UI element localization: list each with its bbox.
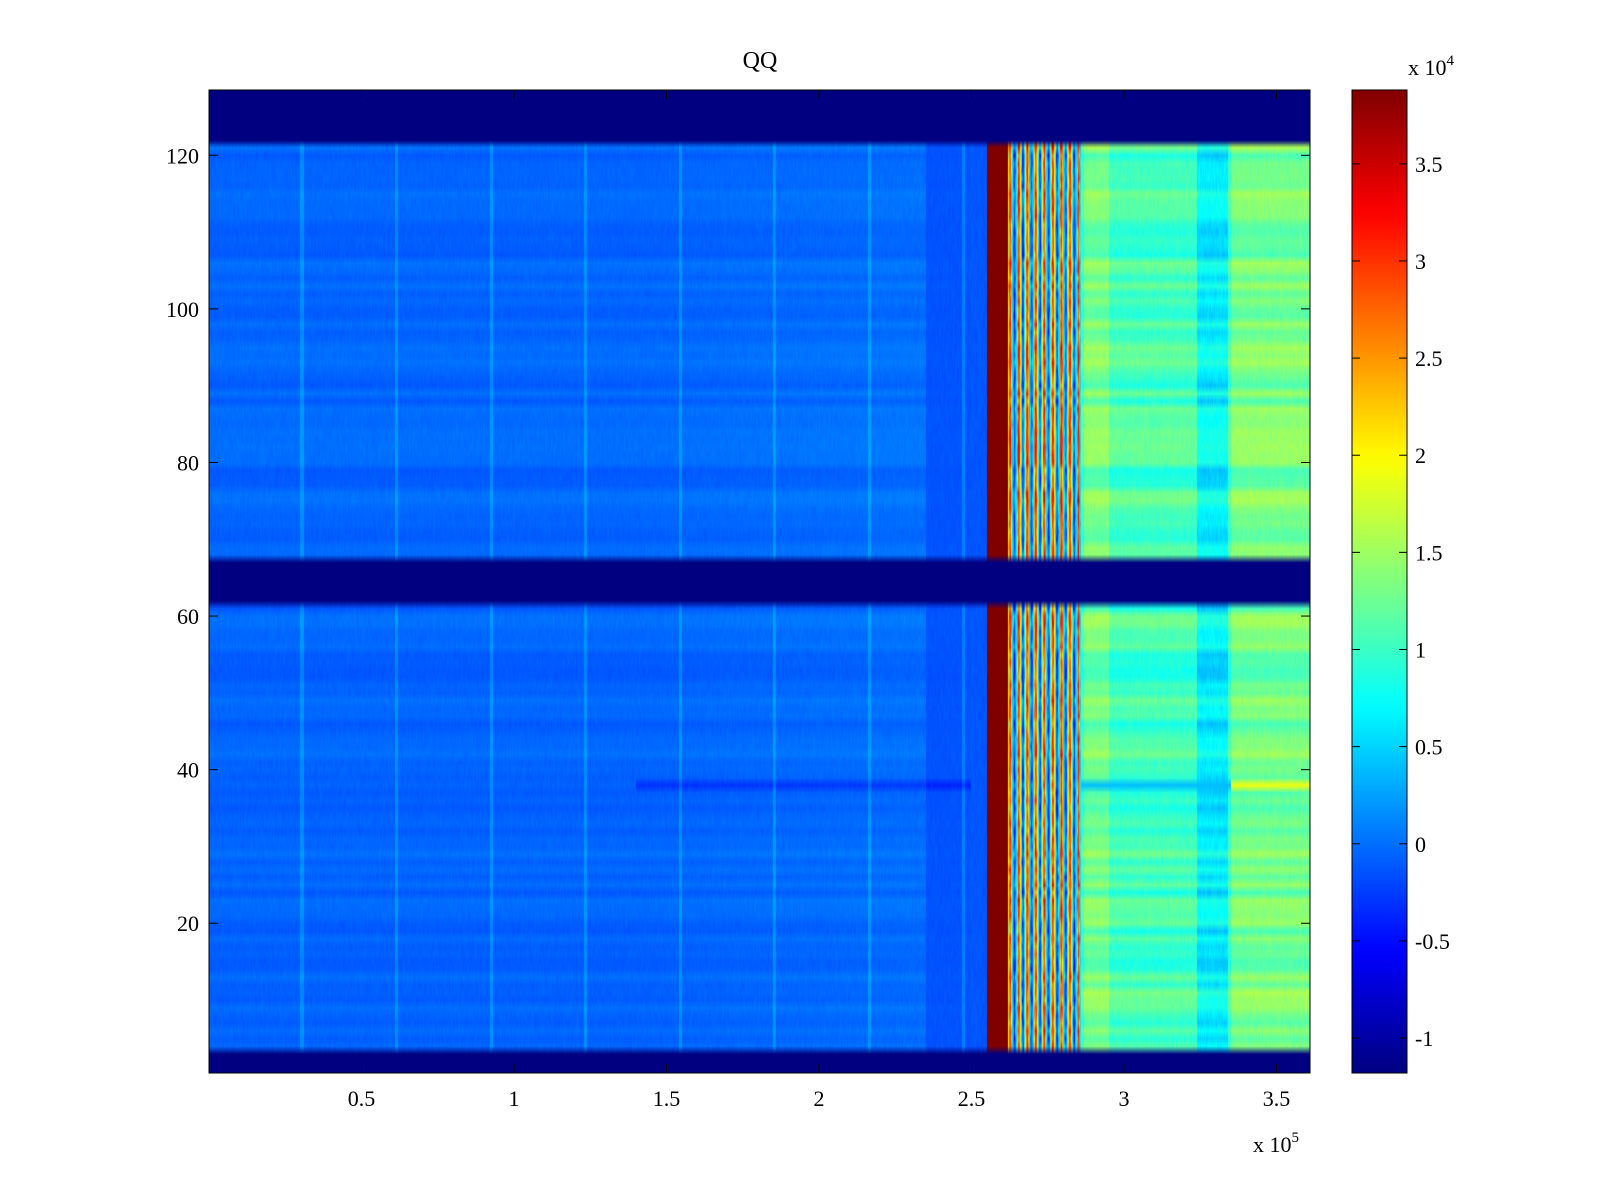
x-tick-label: 3 <box>1118 1086 1129 1111</box>
colorbar-tick-label: -1 <box>1415 1026 1433 1051</box>
y-tick-label: 40 <box>177 758 199 783</box>
colorbar-exponent: x 104 <box>1408 53 1455 80</box>
colorbar-tick-label: 3 <box>1415 249 1426 274</box>
x-axis-ticks: 0.5 1 1.5 2 2.5 3 3.5 <box>348 90 1290 1111</box>
colorbar-tick-label: 2 <box>1415 443 1426 468</box>
x-tick-label: 1.5 <box>653 1086 681 1111</box>
colorbar-gradient <box>1352 90 1407 1073</box>
y-axis-ticks: 20 40 60 80 100 120 <box>166 143 1310 936</box>
colorbar-tick-label: 0 <box>1415 832 1426 857</box>
colorbar-ticks: -1 -0.5 0 0.5 1 1.5 2 2.5 3 3.5 <box>1352 152 1450 1051</box>
chart-title: QQ <box>743 48 778 74</box>
x-tick-label: 0.5 <box>348 1086 376 1111</box>
colorbar-exponent-power: 4 <box>1447 53 1455 69</box>
colorbar-tick-label: 0.5 <box>1415 735 1443 760</box>
x-exponent-base: x 10 <box>1253 1132 1292 1157</box>
x-tick-label: 2 <box>813 1086 824 1111</box>
x-tick-label: 1 <box>508 1086 519 1111</box>
y-tick-label: 100 <box>166 297 199 322</box>
colorbar: -1 -0.5 0 0.5 1 1.5 2 2.5 3 3.5 <box>1351 89 1450 1074</box>
colorbar-tick-label: 2.5 <box>1415 346 1443 371</box>
x-axis-exponent: x 105 <box>1253 1130 1299 1157</box>
colorbar-tick-label: 1.5 <box>1415 540 1443 565</box>
y-tick-label: 80 <box>177 450 199 475</box>
y-tick-label: 20 <box>177 911 199 936</box>
x-tick-label: 2.5 <box>958 1086 986 1111</box>
plot-frame <box>208 89 1311 1074</box>
colorbar-exponent-base: x 10 <box>1408 55 1447 80</box>
colorbar-tick-label: -0.5 <box>1415 929 1450 954</box>
colorbar-frame <box>1351 89 1408 1074</box>
heatmap-image <box>209 90 1310 1073</box>
y-tick-label: 120 <box>166 143 199 168</box>
y-tick-label: 60 <box>177 604 199 629</box>
plot-area: 0.5 1 1.5 2 2.5 3 3.5 20 40 60 80 100 120 <box>166 89 1311 1111</box>
x-exponent-power: 5 <box>1292 1130 1300 1146</box>
x-tick-label: 3.5 <box>1263 1086 1291 1111</box>
colorbar-tick-label: 3.5 <box>1415 152 1443 177</box>
colorbar-tick-label: 1 <box>1415 637 1426 662</box>
